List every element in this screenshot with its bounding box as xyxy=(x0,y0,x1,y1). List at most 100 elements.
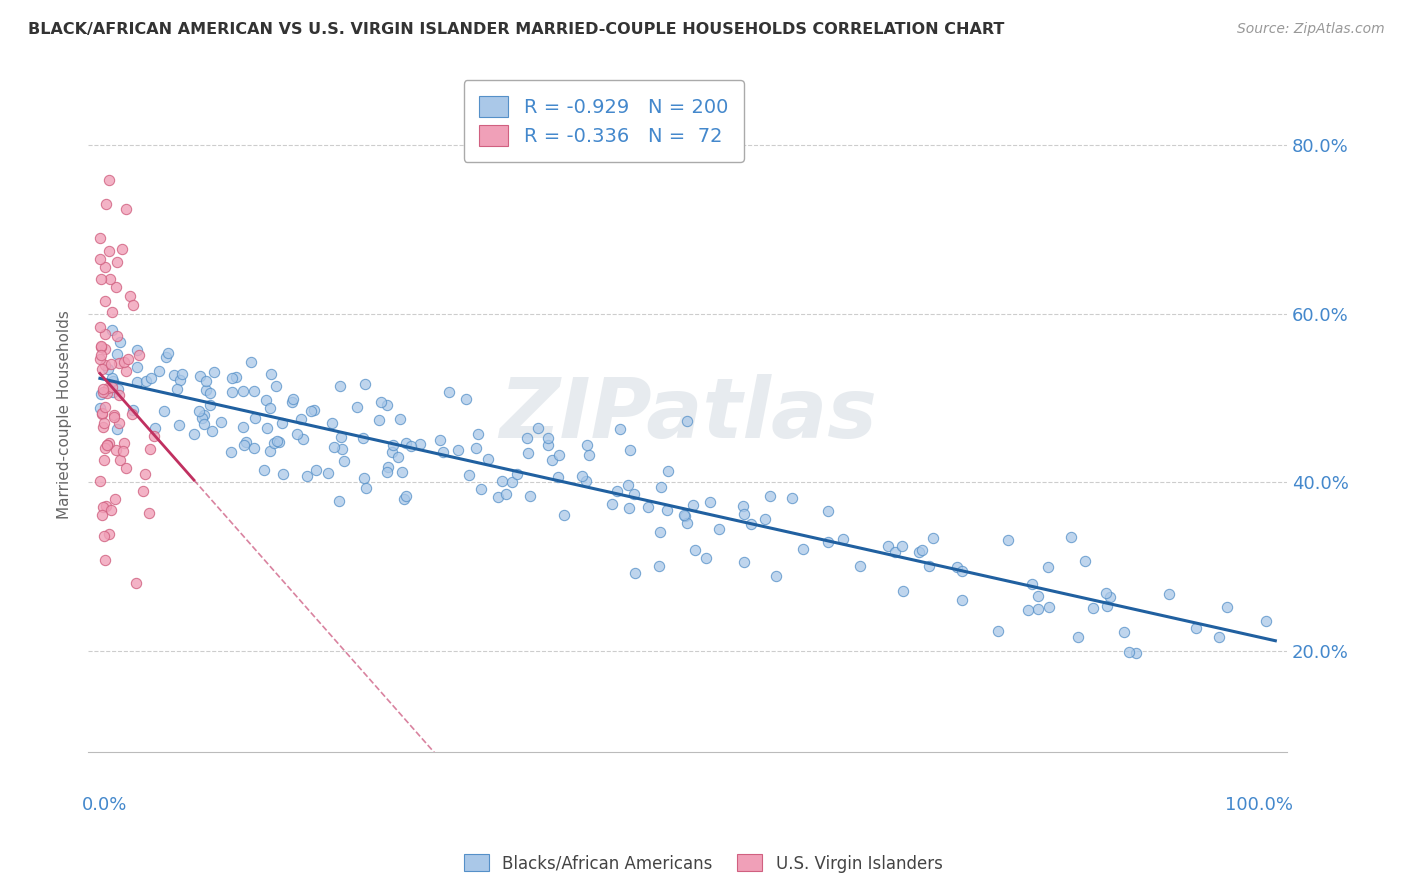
Point xyxy=(264,379,287,393)
Point xyxy=(733,555,755,569)
Point xyxy=(153,403,176,417)
Text: ZIPatlas: ZIPatlas xyxy=(499,374,876,455)
Point xyxy=(266,434,288,448)
Point xyxy=(90,339,112,353)
Point xyxy=(321,417,343,431)
Point xyxy=(323,440,346,454)
Point xyxy=(105,443,128,458)
Point xyxy=(91,382,114,396)
Point xyxy=(91,361,114,376)
Point xyxy=(782,491,804,505)
Point xyxy=(198,398,221,412)
Point xyxy=(387,450,409,464)
Point xyxy=(193,408,215,422)
Point xyxy=(547,470,569,484)
Point xyxy=(110,335,132,350)
Point xyxy=(574,474,596,488)
Point xyxy=(105,255,128,269)
Point xyxy=(221,371,243,385)
Point xyxy=(89,474,111,488)
Point xyxy=(817,535,839,549)
Point xyxy=(91,407,114,421)
Point xyxy=(105,329,128,343)
Point xyxy=(377,460,399,475)
Point xyxy=(191,410,214,425)
Point xyxy=(219,445,242,459)
Point xyxy=(501,475,523,490)
Point xyxy=(548,448,571,462)
Point xyxy=(98,272,121,286)
Point xyxy=(121,407,143,421)
Point xyxy=(271,467,294,481)
Point xyxy=(1208,630,1230,644)
Point xyxy=(193,417,215,431)
Point xyxy=(648,559,671,574)
Point xyxy=(163,368,186,382)
Point xyxy=(675,516,697,531)
Point xyxy=(111,242,134,256)
Point xyxy=(256,420,278,434)
Point xyxy=(235,435,257,450)
Point xyxy=(831,533,853,547)
Point xyxy=(259,443,281,458)
Point xyxy=(96,438,118,452)
Point xyxy=(890,539,912,553)
Point xyxy=(93,416,115,430)
Point xyxy=(316,467,339,481)
Point xyxy=(253,463,276,477)
Point xyxy=(281,394,304,409)
Point xyxy=(118,289,141,303)
Point xyxy=(91,406,114,420)
Point xyxy=(93,453,115,467)
Point xyxy=(637,500,659,515)
Point xyxy=(1026,602,1049,616)
Point xyxy=(115,460,138,475)
Point xyxy=(100,503,122,517)
Point xyxy=(921,531,943,545)
Point xyxy=(232,384,254,398)
Point xyxy=(139,371,162,385)
Point xyxy=(97,361,120,376)
Point xyxy=(571,469,593,483)
Point xyxy=(198,386,221,401)
Point xyxy=(395,436,418,450)
Point xyxy=(98,173,121,187)
Point xyxy=(329,379,352,393)
Point xyxy=(657,464,679,478)
Point xyxy=(578,449,600,463)
Point xyxy=(93,529,115,543)
Point xyxy=(352,431,374,445)
Point xyxy=(91,385,114,400)
Point xyxy=(491,474,513,488)
Point xyxy=(117,351,139,366)
Point xyxy=(1118,645,1140,659)
Point xyxy=(553,508,575,522)
Point xyxy=(330,430,353,444)
Point xyxy=(96,438,118,452)
Point xyxy=(156,346,179,360)
Point xyxy=(707,522,730,536)
Point xyxy=(908,545,931,559)
Point xyxy=(243,441,266,455)
Point xyxy=(108,453,131,467)
Point xyxy=(375,398,398,412)
Point xyxy=(388,411,411,425)
Point xyxy=(90,508,112,522)
Point xyxy=(101,371,124,385)
Point xyxy=(115,202,138,216)
Point xyxy=(243,384,266,399)
Legend: R = -0.929   N = 200, R = -0.336   N =  72: R = -0.929 N = 200, R = -0.336 N = 72 xyxy=(464,80,744,161)
Point xyxy=(94,441,117,455)
Point xyxy=(1081,600,1104,615)
Text: BLACK/AFRICAN AMERICAN VS U.S. VIRGIN ISLANDER MARRIED-COUPLE HOUSEHOLDS CORRELA: BLACK/AFRICAN AMERICAN VS U.S. VIRGIN IS… xyxy=(28,22,1004,37)
Point xyxy=(94,326,117,341)
Point xyxy=(1114,624,1136,639)
Point xyxy=(96,499,118,513)
Point xyxy=(94,358,117,372)
Point xyxy=(295,469,318,483)
Point xyxy=(1067,630,1090,644)
Point xyxy=(267,434,290,449)
Point xyxy=(540,453,562,467)
Point xyxy=(103,410,125,425)
Point xyxy=(464,442,486,456)
